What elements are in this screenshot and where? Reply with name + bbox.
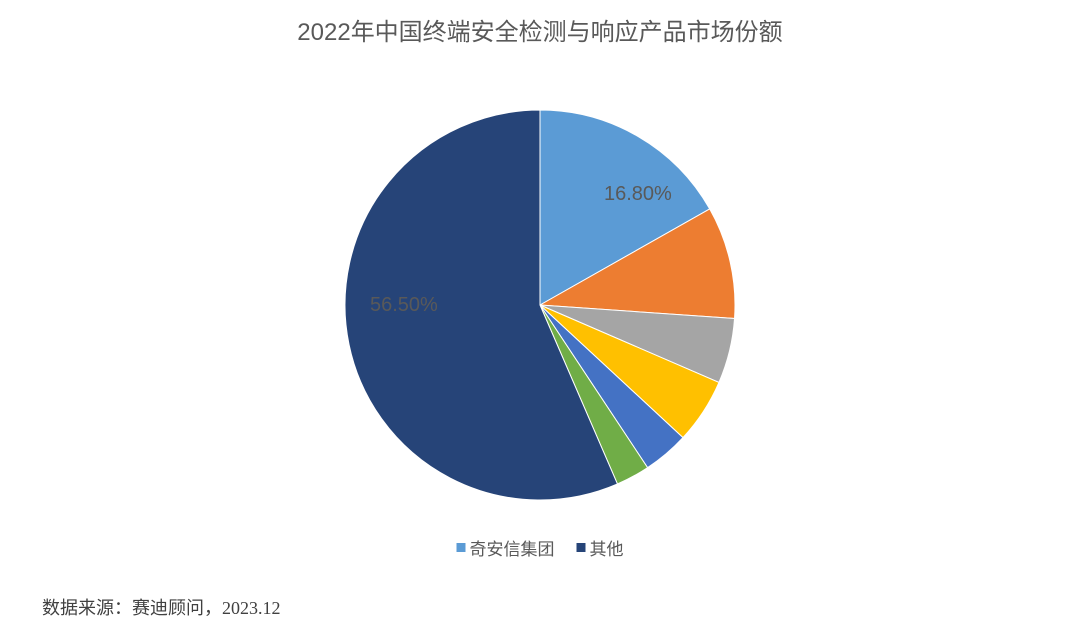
legend-swatch-1: [577, 543, 586, 552]
legend: 奇安信集团 其他: [457, 535, 624, 560]
legend-item-0: 奇安信集团: [457, 535, 555, 560]
pie-value-label-1: 56.50%: [370, 294, 438, 317]
legend-item-1: 其他: [577, 535, 624, 560]
pie-value-label-0: 16.80%: [604, 183, 672, 206]
legend-swatch-0: [457, 543, 466, 552]
legend-text-1: 其他: [590, 535, 624, 560]
legend-text-0: 奇安信集团: [470, 535, 555, 560]
data-source: 数据来源：赛迪顾问，2023.12: [42, 594, 281, 620]
